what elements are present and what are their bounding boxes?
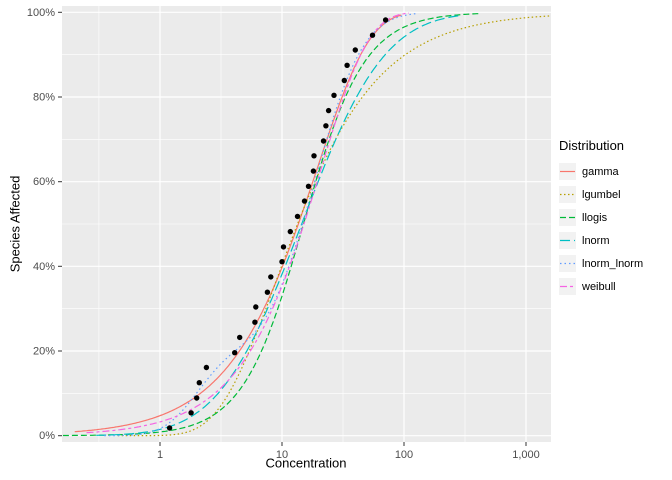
legend-label-llogis: llogis [582, 211, 608, 224]
data-point [369, 32, 376, 38]
data-point [320, 138, 327, 144]
x-tick-label: 1,000 [512, 449, 540, 461]
legend-key-swatch-weibull [559, 278, 576, 295]
x-tick-label: 10 [276, 449, 288, 461]
y-tick-label: 100% [27, 7, 55, 19]
data-point [280, 244, 287, 250]
data-point [196, 380, 202, 386]
data-point [344, 62, 350, 68]
data-point [268, 274, 274, 280]
legend-key-swatch-gamma [559, 163, 576, 180]
data-point [382, 17, 389, 23]
x-tick-label: 100 [395, 449, 413, 461]
data-point [237, 334, 243, 341]
y-tick-label: 20% [33, 346, 55, 358]
y-tick-label: 80% [33, 92, 55, 104]
legend-key-swatch-lnorm [559, 232, 576, 249]
legend-item-gamma: gamma [559, 160, 671, 183]
data-point [311, 153, 317, 159]
data-point [352, 47, 358, 53]
data-point [188, 410, 194, 416]
y-axis-title: Species Affected [7, 175, 23, 273]
data-point [310, 168, 317, 174]
data-point [194, 395, 200, 401]
x-axis-title: Concentration [265, 455, 347, 471]
y-tick-label: 60% [33, 176, 55, 188]
curve-lnorm [96, 14, 463, 436]
legend: Distribution gamma lgumbel llogis lnorm lnor… [559, 138, 671, 298]
data-point [252, 319, 258, 325]
curve-gamma [74, 14, 402, 433]
legend-item-weibull: weibull [559, 275, 671, 298]
legend-title: Distribution [559, 138, 625, 153]
curve-weibull [86, 12, 410, 434]
data-point [253, 304, 259, 310]
legend-item-llogis: llogis [559, 206, 671, 229]
data-point [323, 123, 329, 129]
data-point [232, 350, 238, 356]
y-tick-label: 0% [39, 430, 55, 442]
legend-key-swatch-llogis [559, 209, 576, 226]
data-point [203, 364, 210, 371]
legend-label-lnorm: lnorm [582, 234, 610, 247]
data-point [301, 198, 308, 204]
data-point [287, 228, 293, 235]
data-point [305, 183, 312, 189]
data-point [279, 259, 285, 265]
legend-item-lgumbel: lgumbel [559, 183, 671, 206]
legend-label-lnorm_lnorm: lnorm_lnorm [582, 257, 644, 270]
legend-label-weibull: weibull [582, 280, 616, 293]
data-point [264, 289, 271, 295]
legend-label-gamma: gamma [582, 165, 619, 178]
data-point [341, 77, 347, 84]
legend-label-lgumbel: lgumbel [582, 188, 621, 201]
legend-item-lnorm_lnorm: lnorm_lnorm [559, 252, 671, 275]
legend-item-lnorm: lnorm [559, 229, 671, 252]
data-point [166, 425, 173, 431]
legend-key-swatch-lgumbel [559, 186, 576, 203]
data-point [331, 92, 337, 99]
curve-lnorm_lnorm [104, 13, 416, 437]
legend-key-swatch-lnorm_lnorm [559, 255, 576, 272]
y-tick-label: 40% [33, 261, 55, 273]
curve-llogis [62, 13, 481, 437]
x-tick-label: 1 [157, 449, 163, 461]
data-point [294, 213, 301, 220]
data-point [325, 107, 332, 114]
